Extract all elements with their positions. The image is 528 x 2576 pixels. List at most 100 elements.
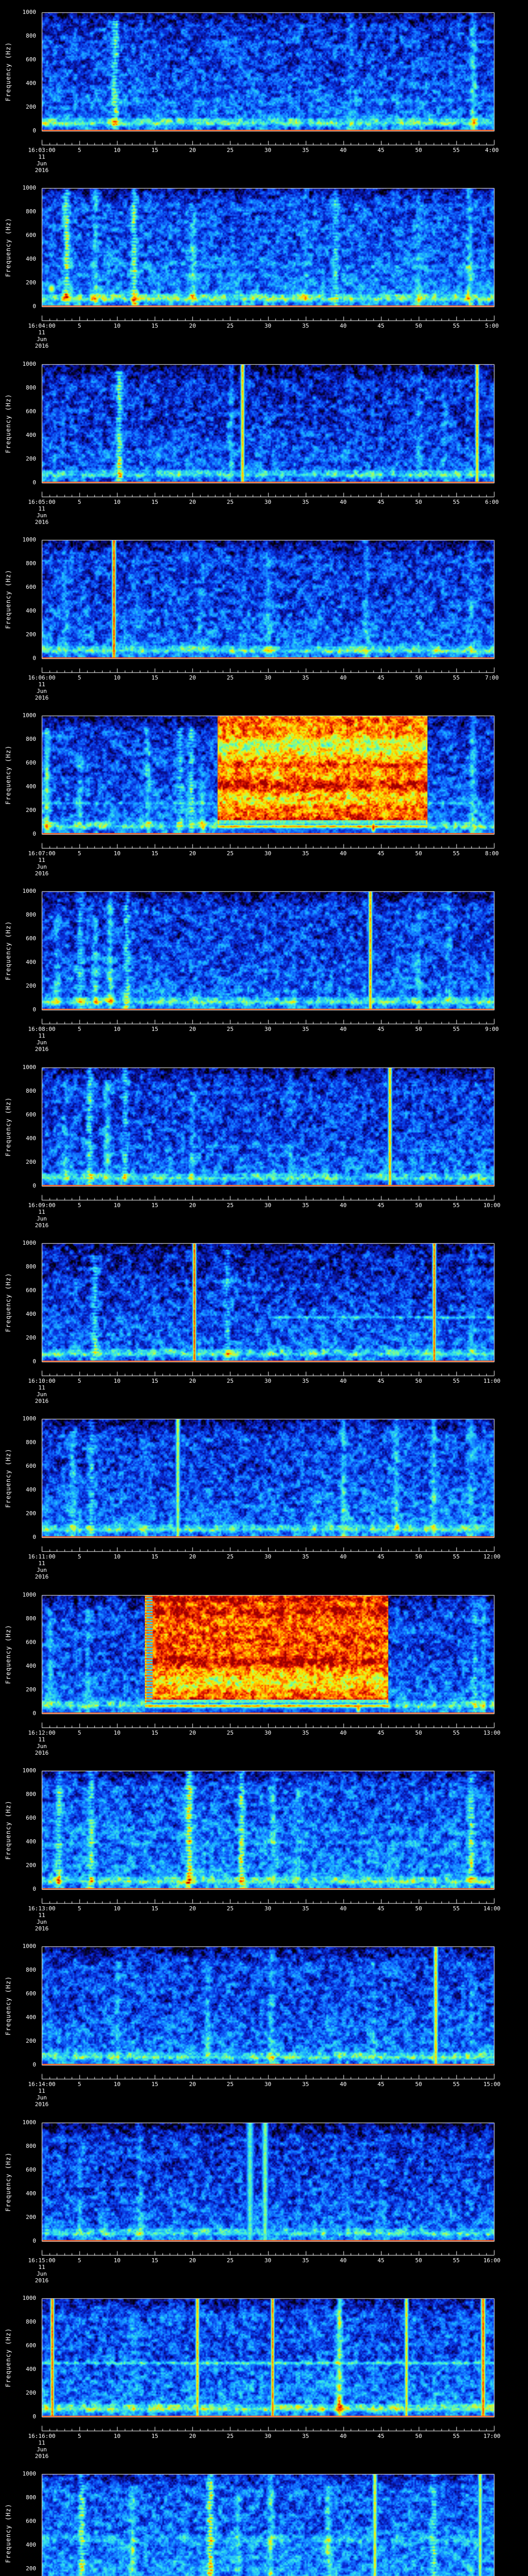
time-start-label: 16:12:00 bbox=[28, 1730, 56, 1736]
spectrogram-canvas bbox=[0, 703, 528, 879]
time-tick-label: 5 bbox=[77, 1026, 81, 1032]
date-year-label: 2016 bbox=[35, 1925, 49, 1932]
time-tick-label: 20 bbox=[189, 2433, 196, 2439]
date-year-label: 2016 bbox=[35, 519, 49, 526]
time-tick-label: 5 bbox=[77, 2081, 81, 2088]
time-tick-label: 5 bbox=[77, 1553, 81, 1560]
date-day-label: 11 bbox=[38, 154, 45, 160]
time-end-label: 6:00 bbox=[485, 499, 499, 505]
freq-tick-label: 400 bbox=[26, 256, 36, 262]
y-axis-label: Frequency (Hz) bbox=[5, 569, 12, 629]
time-tick-label: 40 bbox=[340, 1730, 347, 1736]
freq-tick-label: 0 bbox=[32, 831, 36, 837]
freq-tick-label: 1000 bbox=[22, 2119, 37, 2126]
freq-tick-label: 200 bbox=[26, 279, 36, 286]
spectrogram-canvas bbox=[0, 2286, 528, 2462]
time-tick-label: 15 bbox=[151, 499, 158, 505]
time-tick-label: 25 bbox=[226, 147, 234, 154]
time-end-label: 4:00 bbox=[485, 147, 499, 154]
time-tick-label: 15 bbox=[151, 1202, 158, 1209]
time-end-label: 5:00 bbox=[485, 323, 499, 329]
time-tick-label: 10 bbox=[113, 323, 121, 329]
freq-tick-label: 800 bbox=[26, 1439, 36, 1446]
time-tick-label: 45 bbox=[377, 1730, 385, 1736]
time-tick-label: 35 bbox=[302, 2081, 309, 2088]
time-end-label: 12:00 bbox=[483, 1553, 501, 1560]
time-end-label: 11:00 bbox=[483, 1378, 501, 1384]
time-tick-label: 35 bbox=[302, 147, 309, 154]
y-axis-label: Frequency (Hz) bbox=[5, 2152, 12, 2212]
time-start-label: 16:11:00 bbox=[28, 1553, 56, 1560]
freq-tick-label: 0 bbox=[32, 2413, 36, 2420]
time-tick-label: 25 bbox=[226, 499, 234, 505]
time-tick-label: 25 bbox=[226, 1730, 234, 1736]
freq-tick-label: 600 bbox=[26, 584, 36, 590]
y-axis-label: Frequency (Hz) bbox=[5, 1976, 12, 2036]
date-day-label: 11 bbox=[38, 1736, 45, 1743]
spectrogram-canvas bbox=[0, 1758, 528, 1935]
spectrogram-panel: Frequency (Hz) 0 200 400 600 800 1000 16:12:00… bbox=[0, 1583, 528, 1759]
time-tick-label: 30 bbox=[264, 1026, 272, 1032]
spectrogram-canvas bbox=[0, 879, 528, 1055]
time-tick-label: 45 bbox=[377, 1026, 385, 1032]
freq-tick-label: 800 bbox=[26, 1967, 36, 1973]
time-tick-label: 5 bbox=[77, 1730, 81, 1736]
freq-tick-label: 800 bbox=[26, 32, 36, 39]
freq-tick-label: 400 bbox=[26, 2190, 36, 2197]
time-tick-label: 45 bbox=[377, 499, 385, 505]
freq-tick-label: 0 bbox=[32, 303, 36, 310]
time-tick-label: 40 bbox=[340, 1202, 347, 1209]
time-tick-label: 20 bbox=[189, 674, 196, 681]
freq-tick-label: 200 bbox=[26, 455, 36, 462]
freq-tick-label: 200 bbox=[26, 104, 36, 110]
time-tick-label: 20 bbox=[189, 323, 196, 329]
date-month-label: Jun bbox=[37, 512, 47, 519]
time-tick-label: 15 bbox=[151, 2257, 158, 2264]
spectrogram-canvas bbox=[0, 528, 528, 704]
spectrogram-panel: Frequency (Hz) 0200400600800100016:17:00… bbox=[0, 2462, 528, 2576]
time-tick-label: 30 bbox=[264, 2081, 272, 2088]
time-tick-label: 20 bbox=[189, 1553, 196, 1560]
time-tick-label: 55 bbox=[453, 2081, 460, 2088]
time-tick-label: 50 bbox=[415, 2433, 422, 2439]
date-month-label: Jun bbox=[37, 1215, 47, 1222]
time-tick-label: 5 bbox=[77, 1378, 81, 1384]
freq-tick-label: 0 bbox=[32, 1182, 36, 1189]
time-tick-label: 25 bbox=[226, 1026, 234, 1032]
time-tick-label: 55 bbox=[453, 1026, 460, 1032]
time-tick-label: 25 bbox=[226, 2257, 234, 2264]
freq-tick-label: 400 bbox=[26, 2014, 36, 2021]
spectrogram-canvas bbox=[0, 1406, 528, 1583]
freq-tick-label: 800 bbox=[26, 911, 36, 918]
time-tick-label: 25 bbox=[226, 850, 234, 857]
date-month-label: Jun bbox=[37, 1743, 47, 1750]
time-tick-label: 10 bbox=[113, 2257, 121, 2264]
time-tick-label: 45 bbox=[377, 1378, 385, 1384]
time-tick-label: 40 bbox=[340, 2257, 347, 2264]
freq-tick-label: 600 bbox=[26, 2166, 36, 2173]
freq-tick-label: 600 bbox=[26, 759, 36, 766]
date-day-label: 11 bbox=[38, 2088, 45, 2094]
spectrogram-canvas bbox=[0, 1934, 528, 2110]
spectrogram-panel: Frequency (Hz) 0 200 400 600 800 1000 16:04:00… bbox=[0, 176, 528, 352]
time-tick-label: 35 bbox=[302, 1905, 309, 1912]
y-axis-label: Frequency (Hz) bbox=[5, 2503, 12, 2563]
time-tick-label: 50 bbox=[415, 323, 422, 329]
freq-tick-label: 0 bbox=[32, 479, 36, 486]
time-tick-label: 30 bbox=[264, 323, 272, 329]
time-tick-label: 35 bbox=[302, 2433, 309, 2439]
freq-tick-label: 200 bbox=[26, 982, 36, 989]
freq-tick-label: 600 bbox=[26, 1111, 36, 1118]
date-day-label: 11 bbox=[38, 681, 45, 688]
freq-tick-label: 600 bbox=[26, 408, 36, 415]
time-tick-label: 40 bbox=[340, 499, 347, 505]
time-tick-label: 5 bbox=[77, 1905, 81, 1912]
time-tick-label: 15 bbox=[151, 1026, 158, 1032]
spectrogram-canvas bbox=[0, 1231, 528, 1407]
spectrogram-canvas bbox=[0, 2462, 528, 2576]
time-tick-label: 55 bbox=[453, 147, 460, 154]
time-tick-label: 45 bbox=[377, 2081, 385, 2088]
date-year-label: 2016 bbox=[35, 694, 49, 701]
freq-tick-label: 1000 bbox=[22, 2470, 37, 2477]
time-tick-label: 45 bbox=[377, 1553, 385, 1560]
